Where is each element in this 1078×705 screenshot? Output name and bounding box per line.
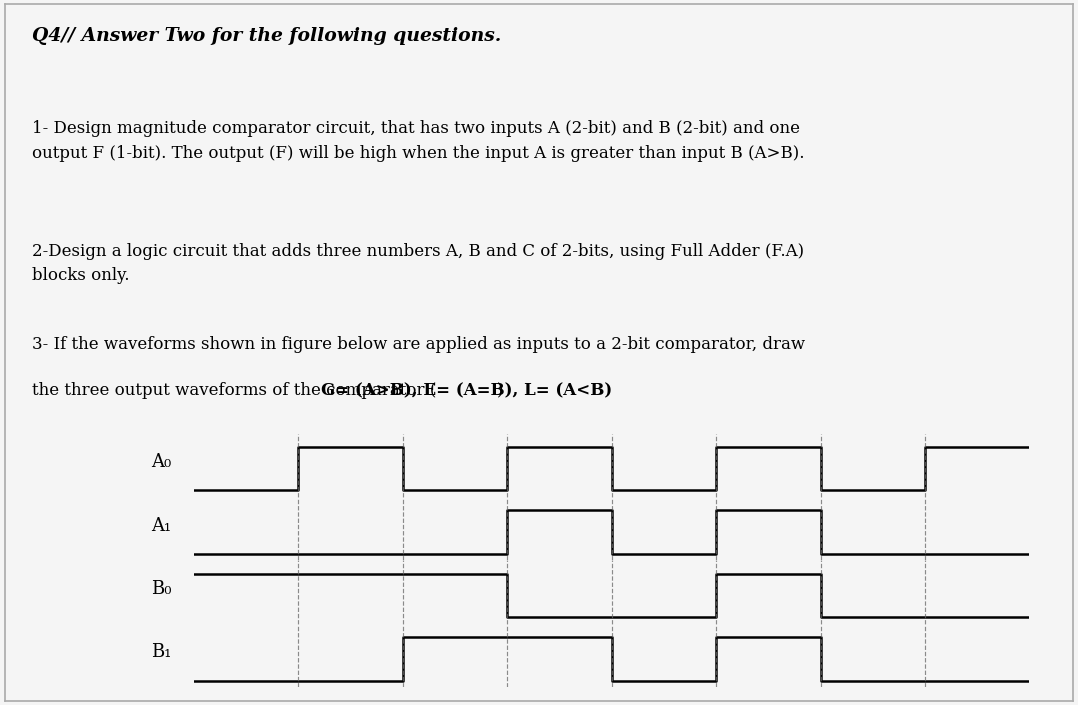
Text: 1- Design magnitude comparator circuit, that has two inputs A (2-bit) and B (2-b: 1- Design magnitude comparator circuit, … (32, 120, 805, 161)
Text: 2-Design a logic circuit that adds three numbers A, B and C of 2-bits, using Ful: 2-Design a logic circuit that adds three… (32, 243, 804, 284)
Text: G= (A>B), E= (A=B), L= (A<B): G= (A>B), E= (A=B), L= (A<B) (321, 382, 612, 399)
Text: the three output waveforms of the comparator (: the three output waveforms of the compar… (32, 382, 437, 399)
Text: B₀: B₀ (151, 580, 171, 598)
Text: A₀: A₀ (151, 453, 171, 471)
Text: A₁: A₁ (151, 517, 171, 534)
Text: Q4// Answer Two for the following questions.: Q4// Answer Two for the following questi… (32, 27, 501, 45)
Text: ): ) (497, 382, 503, 399)
Text: B₁: B₁ (151, 644, 171, 661)
Text: 3- If the waveforms shown in figure below are applied as inputs to a 2-bit compa: 3- If the waveforms shown in figure belo… (32, 336, 805, 352)
